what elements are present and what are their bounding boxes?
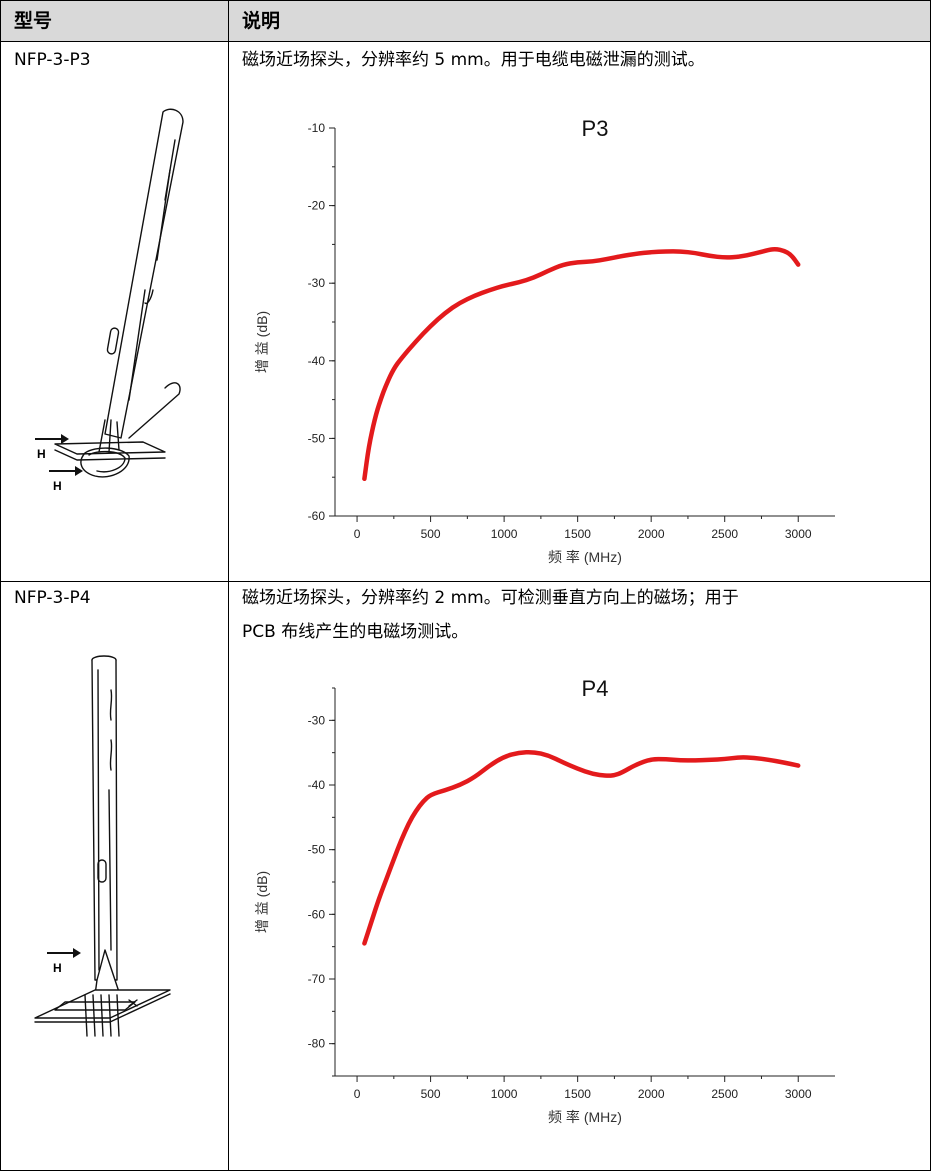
model-name-p3: NFP-3-P3 xyxy=(14,50,91,70)
x-tick-label: 2500 xyxy=(711,527,738,541)
y-tick-label: -60 xyxy=(308,509,326,523)
model-name-p4: NFP-3-P4 xyxy=(14,588,91,608)
probe-illustration-p4: H xyxy=(34,655,171,1037)
gain-series-line xyxy=(362,247,801,482)
description-p4-line1: 磁场近场探头，分辨率约 2 mm。可检测垂直方向上的磁场；用于 xyxy=(242,588,739,608)
gain-chart-p3: -10 -20 -30 -40 -50 -60 0 500 1000 1500 2000 2500 30… xyxy=(254,116,835,565)
y-tick-label: -30 xyxy=(308,276,326,290)
probe-illustration-p3: H H xyxy=(35,108,184,493)
y-tick-label: -50 xyxy=(308,843,326,857)
header-model: 型号 xyxy=(14,10,53,32)
y-tick-label: -50 xyxy=(308,431,326,445)
x-tick-label: 500 xyxy=(421,1087,441,1101)
x-tick-label: 1000 xyxy=(491,527,518,541)
y-tick-label: -20 xyxy=(308,199,326,213)
x-tick-label: 3000 xyxy=(785,527,812,541)
y-tick-label: -70 xyxy=(308,972,326,986)
y-tick-label: -80 xyxy=(308,1037,326,1051)
y-tick-label: -10 xyxy=(308,121,326,135)
y-tick-label: -40 xyxy=(308,778,326,792)
table-border-header xyxy=(0,41,931,42)
x-tick-label: 1500 xyxy=(564,527,591,541)
x-tick-label: 3000 xyxy=(785,1087,812,1101)
chart-title: P3 xyxy=(582,116,609,141)
x-tick-label: 0 xyxy=(354,1087,361,1101)
table-border-left xyxy=(0,0,1,1171)
description-p3: 磁场近场探头，分辨率约 5 mm。用于电缆电磁泄漏的测试。 xyxy=(242,50,705,70)
field-label-h1: H xyxy=(37,447,46,461)
x-axis-label: 频 率 (MHz) xyxy=(548,549,622,565)
gain-chart-p4: -30 -40 -50 -60 -70 -80 0 500 1000 1500 2000 2500 30… xyxy=(254,676,835,1125)
table-border-row xyxy=(0,581,931,582)
x-tick-label: 2000 xyxy=(638,527,665,541)
x-tick-label: 2000 xyxy=(638,1087,665,1101)
y-tick-label: -30 xyxy=(308,713,326,727)
y-axis-label: 增 益 (dB) xyxy=(254,871,270,933)
description-p4-line2: PCB 布线产生的电磁场测试。 xyxy=(242,622,469,642)
gain-series-line xyxy=(362,750,801,946)
chart-title: P4 xyxy=(582,676,609,701)
y-tick-label: -60 xyxy=(308,907,326,921)
field-label-h2: H xyxy=(53,479,62,493)
x-tick-label: 1500 xyxy=(564,1087,591,1101)
x-tick-label: 500 xyxy=(421,527,441,541)
x-tick-label: 0 xyxy=(354,527,361,541)
table-header xyxy=(1,1,930,41)
field-label-h3: H xyxy=(53,961,62,975)
x-tick-label: 1000 xyxy=(491,1087,518,1101)
x-tick-label: 2500 xyxy=(711,1087,738,1101)
x-axis-label: 频 率 (MHz) xyxy=(548,1109,622,1125)
table-border-mid xyxy=(228,0,229,1171)
y-axis-label: 增 益 (dB) xyxy=(254,311,270,373)
y-tick-label: -40 xyxy=(308,354,326,368)
header-description: 说明 xyxy=(242,10,281,32)
table-border-top xyxy=(0,0,931,1)
